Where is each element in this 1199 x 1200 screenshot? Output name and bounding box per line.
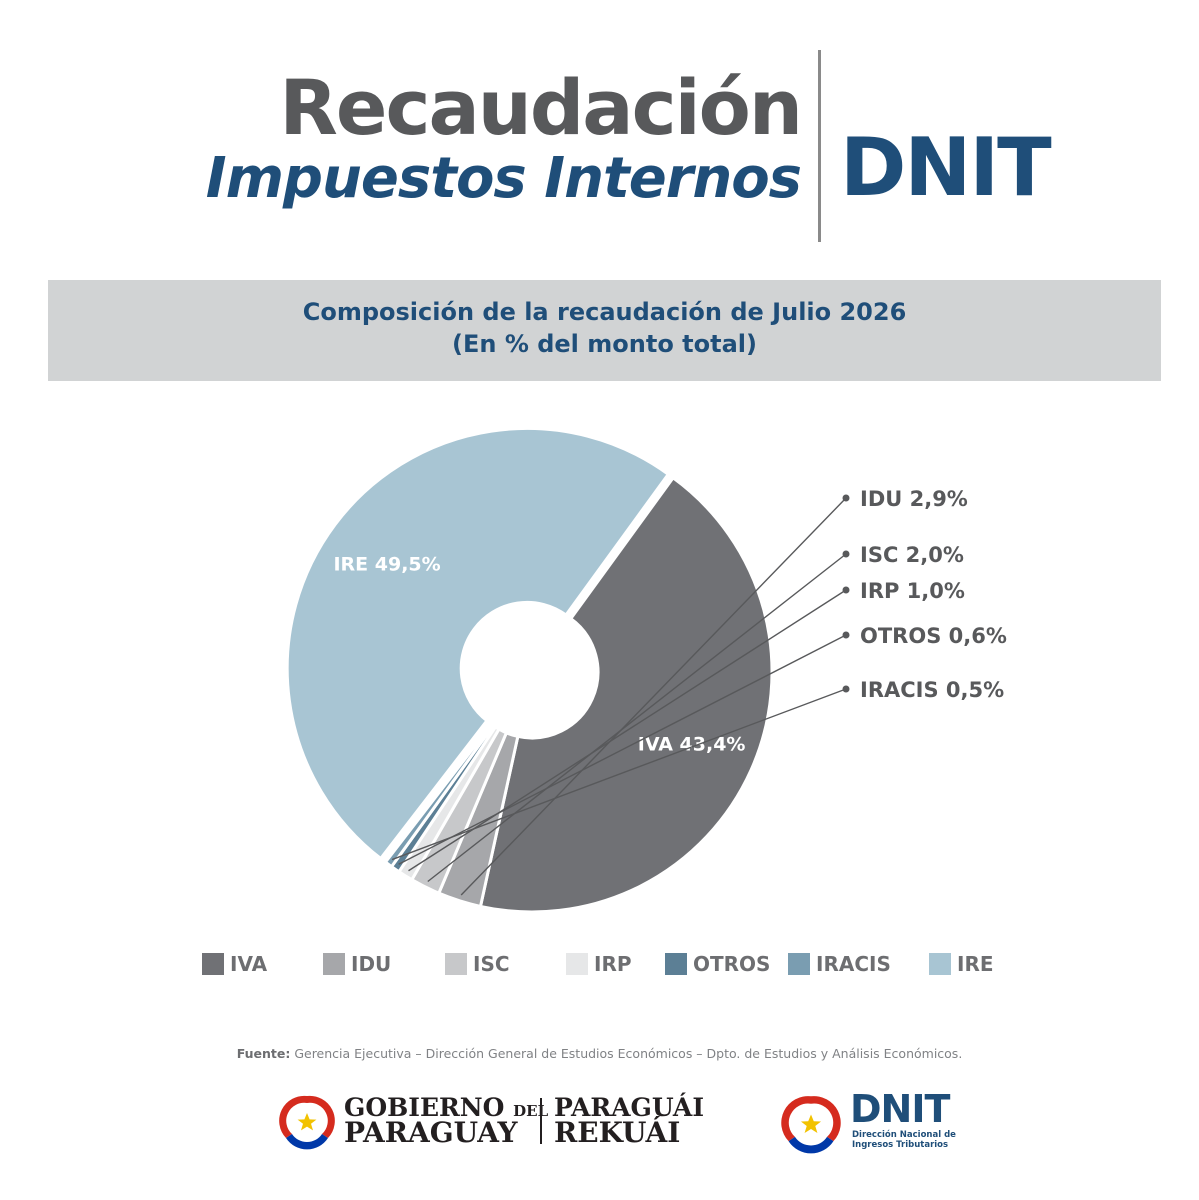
legend-label-iracis: IRACIS bbox=[816, 952, 891, 976]
source-text: Gerencia Ejecutiva – Dirección General d… bbox=[290, 1046, 963, 1061]
dnit-logo-text: DNIT bbox=[850, 1087, 950, 1131]
legend-label-idu: IDU bbox=[351, 952, 392, 976]
paraguay-seal-icon bbox=[279, 1095, 335, 1150]
legend-swatch-otros bbox=[665, 953, 687, 975]
chart-title-banner: Composición de la recaudación de Julio 2… bbox=[48, 280, 1161, 381]
slice-label-otros: OTROS 0,6% bbox=[860, 624, 1007, 648]
chart-legend: IVA IDU ISC IRP OTROS IRACIS IRE bbox=[202, 952, 1022, 982]
gobierno-paraguay-logo: GOBIERNO DEL PARAGUAY PARAGUÁI REKUÁI bbox=[278, 1090, 708, 1150]
slice-ire bbox=[285, 426, 671, 861]
leader-line-otros bbox=[398, 634, 847, 865]
dnit-subtitle: Dirección Nacional de Ingresos Tributari… bbox=[852, 1130, 956, 1150]
legend-label-otros: OTROS bbox=[693, 952, 771, 976]
slice-iva bbox=[478, 475, 774, 914]
legend-swatch-irp bbox=[566, 953, 588, 975]
motto-rekuai: REKUÁI bbox=[554, 1116, 681, 1149]
legend-item-iva: IVA bbox=[202, 952, 267, 976]
dnit-footer-logo: DNIT Dirección Nacional de Ingresos Trib… bbox=[780, 1090, 960, 1154]
legend-label-irp: IRP bbox=[594, 952, 632, 976]
slice-label-iva: IVA 43,4% bbox=[638, 734, 746, 756]
header-title-impuestos-internos: Impuestos Internos bbox=[205, 146, 802, 211]
legend-label-ire: IRE bbox=[957, 952, 994, 976]
source-label: Fuente: bbox=[236, 1046, 291, 1061]
header-title-recaudacion: Recaudación bbox=[279, 63, 803, 152]
legend-item-otros: OTROS bbox=[665, 952, 770, 976]
legend-swatch-iva bbox=[202, 953, 224, 975]
legend-swatch-idu bbox=[323, 953, 345, 975]
chart-subtitle: (En % del monto total) bbox=[452, 330, 757, 358]
gov-divider bbox=[540, 1098, 542, 1144]
legend-item-isc: ISC bbox=[445, 952, 510, 976]
leader-line-iracis bbox=[391, 688, 847, 861]
slice-iracis bbox=[383, 722, 496, 869]
leader-dot-isc bbox=[842, 550, 850, 558]
dnit-seal-icon bbox=[781, 1096, 841, 1154]
legend-swatch-isc bbox=[445, 953, 467, 975]
legend-item-idu: IDU bbox=[323, 952, 391, 976]
leader-line-idu bbox=[460, 497, 847, 896]
slice-label-idu: IDU 2,9% bbox=[860, 487, 968, 511]
leader-dot-irp bbox=[842, 586, 850, 594]
slice-label-irp: IRP 1,0% bbox=[860, 579, 965, 603]
leader-dot-idu bbox=[842, 494, 850, 502]
legend-label-iva: IVA bbox=[230, 952, 268, 976]
gov-text-paraguay: PARAGUAY bbox=[344, 1116, 518, 1149]
gov-text-gobierno: GOBIERNO DEL bbox=[344, 1093, 549, 1122]
legend-swatch-ire bbox=[929, 953, 951, 975]
slice-label-iracis: IRACIS 0,5% bbox=[860, 678, 1004, 702]
source-note: Fuente: Gerencia Ejecutiva – Dirección G… bbox=[0, 1046, 1199, 1061]
legend-item-iracis: IRACIS bbox=[788, 952, 891, 976]
slice-label-ire: IRE 49,5% bbox=[333, 554, 440, 576]
legend-swatch-iracis bbox=[788, 953, 810, 975]
legend-label-isc: ISC bbox=[473, 952, 510, 976]
leader-line-isc bbox=[427, 553, 847, 883]
slice-label-isc: ISC 2,0% bbox=[860, 543, 964, 567]
leader-dot-otros bbox=[842, 631, 850, 639]
legend-item-irp: IRP bbox=[566, 952, 632, 976]
chart-title: Composición de la recaudación de Julio 2… bbox=[302, 298, 907, 326]
motto-paraguai: PARAGUÁI bbox=[554, 1093, 705, 1122]
legend-item-ire: IRE bbox=[929, 952, 994, 976]
header-divider bbox=[818, 50, 821, 242]
header-brand-dnit: DNIT bbox=[840, 121, 1052, 214]
leader-line-irp bbox=[408, 589, 847, 872]
leader-dot-iracis bbox=[842, 685, 850, 693]
